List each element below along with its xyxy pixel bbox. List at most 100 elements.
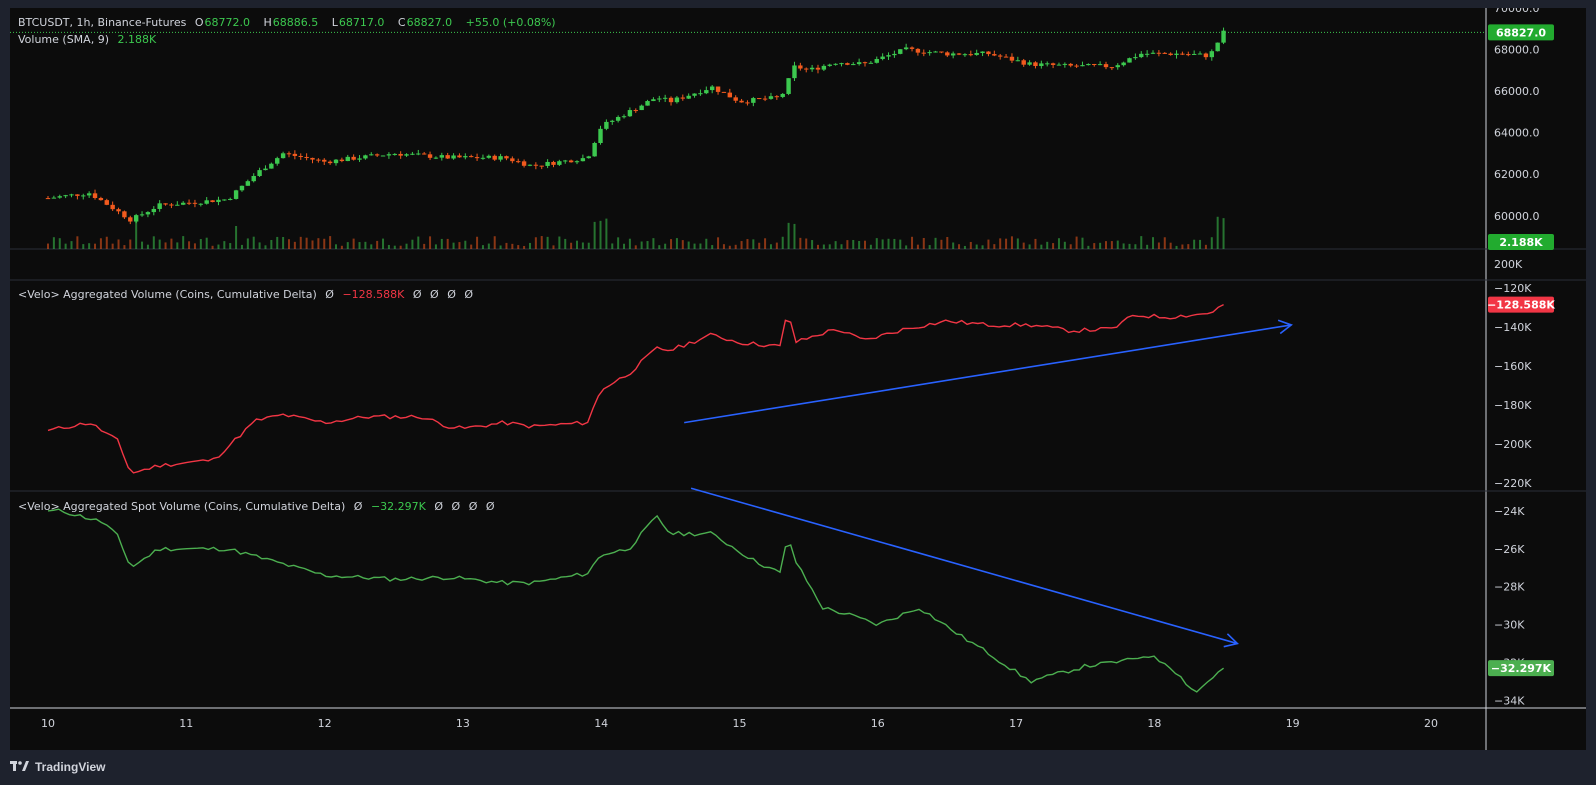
time-tick-label: 20 (1424, 717, 1438, 730)
volume-bar (211, 245, 214, 249)
volume-bar (199, 239, 202, 249)
candle-body (980, 51, 985, 53)
candle-body (110, 204, 115, 210)
volume-bar (640, 241, 643, 249)
volume-bar (105, 236, 108, 249)
volume-bar (816, 244, 819, 249)
price-tick-label: 62000.0 (1494, 168, 1540, 181)
candle-body (757, 98, 762, 100)
candle-body (516, 161, 521, 163)
candle-body (933, 51, 938, 53)
volume-bar (499, 245, 502, 249)
candle-body (1062, 63, 1068, 65)
volume-bar (628, 238, 631, 249)
candle-body (304, 156, 309, 158)
volume-bar (1140, 236, 1143, 249)
volume-bar (1152, 237, 1155, 249)
candle-body (1221, 30, 1226, 43)
candle-body (533, 164, 539, 166)
candle-body (604, 121, 609, 129)
time-tick-label: 12 (318, 717, 332, 730)
candle-body (768, 96, 774, 99)
chart-frame[interactable]: 70000.0 68000.0 66000.0 64000.0 62000.0 60000… (10, 8, 1586, 750)
candle-body (574, 161, 580, 163)
candle-body (598, 128, 603, 143)
candle-body (133, 215, 139, 222)
volume-bar (1169, 242, 1172, 249)
volume-bar (1175, 245, 1178, 249)
volume-scale-label: 200K (1494, 258, 1523, 271)
volume-bar (370, 244, 373, 249)
candle-body (651, 99, 656, 102)
spot-title[interactable]: <Velo> Aggregated Spot Volume (Coins, Cu… (18, 500, 346, 513)
candle-body (410, 153, 415, 155)
candle-body (633, 110, 638, 112)
volume-label[interactable]: Volume (SMA, 9) (18, 33, 109, 46)
volume-bar (552, 245, 555, 249)
ohlc-open: O68772.0 (194, 16, 250, 29)
candle-body (245, 181, 251, 186)
candle-body (845, 63, 850, 65)
candle-body (69, 194, 74, 196)
volume-bar (276, 236, 279, 249)
volume-bar (1128, 243, 1131, 249)
volume-bar (135, 221, 138, 249)
candle-body (709, 86, 715, 91)
volume-bar (928, 245, 931, 249)
volume-bar (217, 244, 220, 249)
candle-body (275, 158, 280, 164)
volume-bar (1187, 244, 1190, 249)
volume-bar (1122, 243, 1125, 249)
candle-body (198, 203, 204, 205)
volume-bar (1104, 241, 1107, 249)
candle-body (369, 154, 374, 156)
volume-bar (352, 238, 355, 249)
volume-bar (1022, 242, 1025, 249)
candle-body (280, 153, 286, 159)
volume-bar (270, 239, 273, 249)
price-tick-label: 66000.0 (1494, 85, 1540, 98)
candle-body (480, 157, 486, 159)
volume-bar (264, 245, 267, 249)
candle-body (1097, 64, 1103, 66)
price-tick-label: 64000.0 (1494, 127, 1540, 140)
candle-body (851, 64, 856, 66)
volume-bar (605, 218, 608, 249)
volume-bar (705, 238, 708, 249)
candle-body (862, 62, 868, 64)
volume-bar (1081, 237, 1084, 249)
candle-body (962, 54, 968, 56)
chart-canvas[interactable]: 70000.0 68000.0 66000.0 64000.0 62000.0 60000… (10, 8, 1586, 750)
spot-extra-0: Ø (434, 500, 444, 513)
candle-body (63, 195, 68, 197)
volume-bar (963, 245, 966, 249)
candle-body (592, 142, 597, 157)
volume-bar (76, 236, 79, 249)
delta-trend-arrow (684, 324, 1292, 424)
volume-bar (434, 244, 437, 249)
time-tick-label: 17 (1009, 717, 1023, 730)
candle-body (645, 101, 650, 106)
candle-body (927, 52, 932, 54)
candle-body (557, 161, 562, 165)
delta-title[interactable]: <Velo> Aggregated Volume (Coins, Cumulat… (18, 288, 317, 301)
candle-body (1068, 63, 1073, 66)
volume-bar (534, 237, 537, 249)
delta-extra-3: Ø (464, 288, 474, 301)
candle-body (392, 153, 397, 155)
volume-bar (581, 242, 584, 249)
candle-body (1168, 53, 1173, 55)
time-tick-label: 10 (41, 717, 55, 730)
candle-body (733, 97, 738, 101)
symbol-title[interactable]: BTCUSDT, 1h, Binance-Futures (18, 16, 187, 29)
volume-bar (881, 239, 884, 249)
candle-body (898, 49, 903, 54)
candle-body (821, 65, 827, 70)
candle-body (956, 53, 962, 55)
candle-body (374, 154, 380, 156)
volume-bar (323, 238, 326, 249)
tradingview-footer[interactable]: TradingView (10, 752, 310, 782)
candle-body (1121, 62, 1126, 66)
candle-body (1080, 65, 1085, 67)
candle-body (762, 98, 768, 100)
